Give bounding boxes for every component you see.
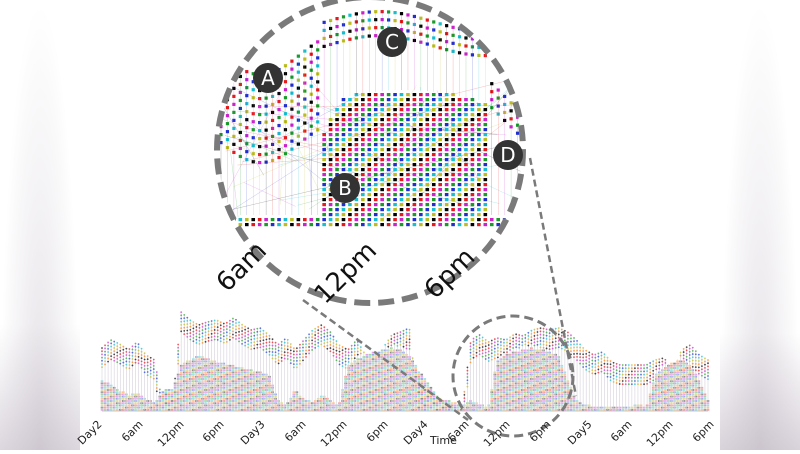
callout-a: A	[253, 63, 283, 93]
callout-d: D	[493, 140, 523, 170]
callout-c: C	[377, 27, 407, 57]
main-timeline-chart	[101, 311, 710, 411]
connector-line-right	[530, 158, 576, 396]
figure: Day26am12pm6pmDay36am12pm6pmDay46am12pm6…	[0, 0, 800, 450]
chart-canvas	[0, 0, 800, 450]
callout-b: B	[330, 173, 360, 203]
x-axis-title: Time	[430, 434, 457, 447]
